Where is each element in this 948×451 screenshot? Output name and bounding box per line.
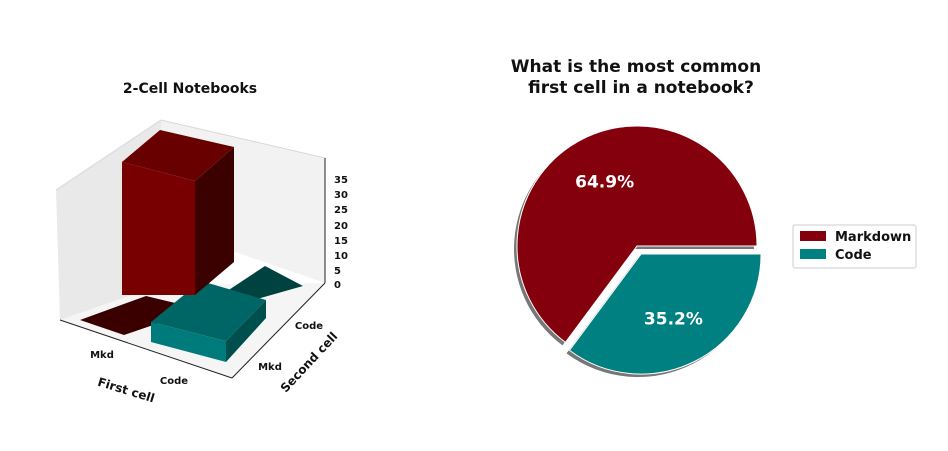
bar3d-z-ticks: 0 5 10 15 20 25 30 35 [334, 175, 348, 291]
z-tick: 25 [334, 205, 348, 216]
pie-slice-code [568, 253, 762, 375]
z-tick: 15 [334, 236, 348, 247]
bar3d-grid-lines [55, 119, 326, 191]
pie-chart: What is the most common first cell in a … [511, 57, 762, 378]
z-tick: 30 [334, 190, 348, 201]
legend-swatch-code [800, 249, 826, 259]
z-tick: 10 [334, 251, 348, 262]
pie-pct-label-code: 35.2% [644, 309, 703, 329]
z-tick: 35 [334, 175, 348, 186]
y-tick-code: Code [295, 321, 323, 332]
x-tick-mkd: Mkd [90, 350, 114, 361]
z-tick: 20 [334, 221, 348, 232]
bar3d-xlabel: First cell [96, 375, 156, 406]
bar3d-y-axis-line [231, 282, 326, 379]
z-tick: 5 [334, 266, 341, 277]
legend-label-code: Code [835, 248, 872, 263]
pie-pct-label-markdown: 64.9% [575, 173, 634, 193]
bar3d-bar-mkd-code [122, 130, 234, 295]
bar3d-bar-code-mkd [151, 281, 266, 362]
pie-labels: 64.9% 35.2% [575, 173, 703, 330]
pie-legend: Markdown Code [792, 224, 917, 269]
bar3d-title: 2-Cell Notebooks [123, 81, 257, 97]
legend-swatch-markdown [800, 231, 826, 241]
pie-slice-markdown [516, 125, 758, 344]
bar3d-x-axis-line [59, 319, 233, 379]
bar3d-ylabel: Second cell [278, 329, 341, 395]
pie-title-line-1: What is the most common [511, 57, 761, 77]
z-tick: 0 [334, 280, 341, 291]
bar3d-bar-mkd-mkd [80, 296, 200, 335]
legend-label-markdown: Markdown [835, 230, 911, 245]
pie-slices [514, 125, 762, 378]
x-tick-code: Code [160, 376, 188, 387]
y-tick-mkd: Mkd [258, 362, 282, 373]
pie-title-line-2: first cell in a notebook? [528, 78, 754, 98]
bar3d-chart: 2-Cell Notebooks 0 5 10 15 [55, 81, 348, 406]
